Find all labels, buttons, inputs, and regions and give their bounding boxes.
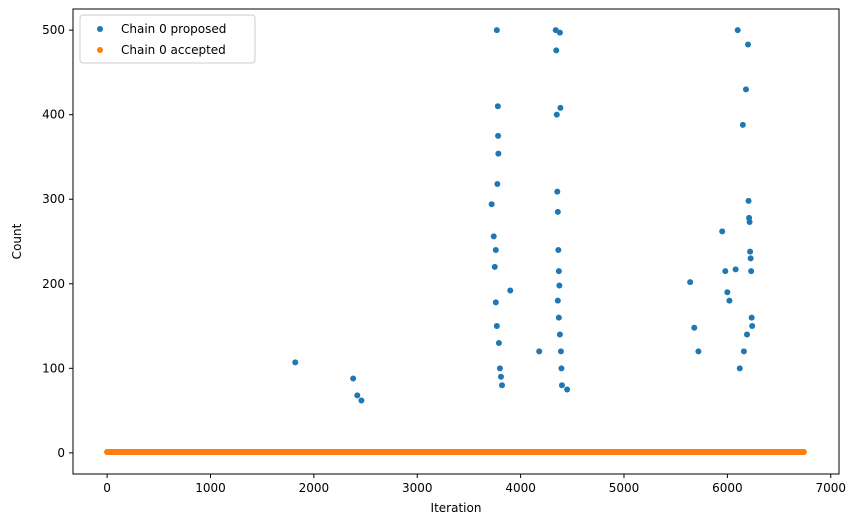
y-tick-label: 300 [42, 192, 65, 206]
data-point [555, 314, 562, 321]
data-point [292, 359, 299, 366]
data-point [493, 323, 500, 330]
x-tick-label: 4000 [505, 481, 536, 495]
data-point [743, 331, 750, 338]
legend-box [79, 14, 256, 64]
data-point [493, 27, 500, 34]
x-tick-label: 1000 [195, 481, 226, 495]
data-point [722, 268, 729, 275]
data-point [564, 386, 571, 393]
legend: Chain 0 proposed Chain 0 accepted [79, 14, 256, 64]
x-tick-label: 5000 [609, 481, 640, 495]
y-tick-label: 200 [42, 277, 65, 291]
data-point [207, 449, 214, 456]
data-point [490, 233, 497, 240]
legend-marker [97, 26, 103, 32]
data-point [746, 219, 753, 226]
data-point [495, 150, 502, 157]
data-point [556, 331, 563, 338]
data-point [492, 299, 499, 306]
data-point [354, 392, 361, 399]
data-point [555, 246, 562, 253]
plot-frame [72, 8, 840, 475]
data-point [553, 47, 560, 54]
data-point [553, 111, 560, 118]
data-point [558, 365, 565, 372]
x-tick-label: 3000 [402, 481, 433, 495]
data-point [719, 228, 726, 235]
y-tick-label: 100 [42, 361, 65, 375]
data-point [745, 197, 752, 204]
data-point [536, 348, 543, 355]
data-point [358, 397, 365, 404]
data-point [739, 121, 746, 128]
data-point [556, 29, 563, 36]
y-tick-label: 400 [42, 108, 65, 122]
data-point [800, 449, 807, 456]
data-point [695, 348, 702, 355]
x-axis-label: Iteration [431, 501, 482, 515]
data-point [726, 297, 733, 304]
x-tick-label: 7000 [815, 481, 846, 495]
data-point [734, 27, 741, 34]
data-point [620, 449, 627, 456]
data-point [557, 348, 564, 355]
data-point [724, 449, 731, 456]
data-point [104, 449, 111, 456]
data-point [495, 132, 502, 139]
y-axis-label: Count [10, 223, 24, 259]
data-point [497, 373, 504, 380]
series-accepted [104, 449, 807, 456]
series-proposed [292, 27, 756, 404]
data-point [745, 41, 752, 48]
data-point [736, 365, 743, 372]
data-point [495, 339, 502, 346]
data-point [558, 382, 565, 389]
data-point [740, 348, 747, 355]
data-point [691, 324, 698, 331]
data-point [557, 104, 564, 111]
data-point [496, 365, 503, 372]
plot-area [104, 27, 807, 456]
data-point [517, 449, 524, 456]
y-tick-label: 500 [42, 23, 65, 37]
legend-label: Chain 0 accepted [121, 43, 226, 57]
data-point [747, 248, 754, 255]
data-point [499, 382, 506, 389]
data-point [748, 314, 755, 321]
data-point [494, 103, 501, 110]
data-point [748, 268, 755, 275]
legend-label: Chain 0 proposed [121, 22, 226, 36]
data-point [488, 201, 495, 208]
data-point [414, 449, 421, 456]
data-point [687, 279, 694, 286]
data-point [492, 246, 499, 253]
data-point [554, 297, 561, 304]
x-tick-label: 0 [103, 481, 111, 495]
accepted-band [104, 449, 807, 456]
data-point [554, 208, 561, 215]
data-point [556, 282, 563, 289]
y-tick-label: 0 [57, 446, 65, 460]
data-point [732, 266, 739, 273]
data-point [747, 255, 754, 262]
legend-marker [97, 47, 103, 53]
data-point [350, 375, 357, 382]
data-point [494, 181, 501, 188]
data-point [491, 263, 498, 270]
data-point [749, 323, 756, 330]
axes: 0 1000 2000 3000 4000 5000 6000 7000 0 100 200 300 4… [10, 8, 846, 515]
data-point [742, 86, 749, 93]
data-point [507, 287, 514, 294]
data-point [310, 449, 317, 456]
data-point [724, 289, 731, 296]
data-point [554, 188, 561, 195]
data-point [555, 268, 562, 275]
x-tick-label: 6000 [712, 481, 743, 495]
x-tick-label: 2000 [299, 481, 330, 495]
